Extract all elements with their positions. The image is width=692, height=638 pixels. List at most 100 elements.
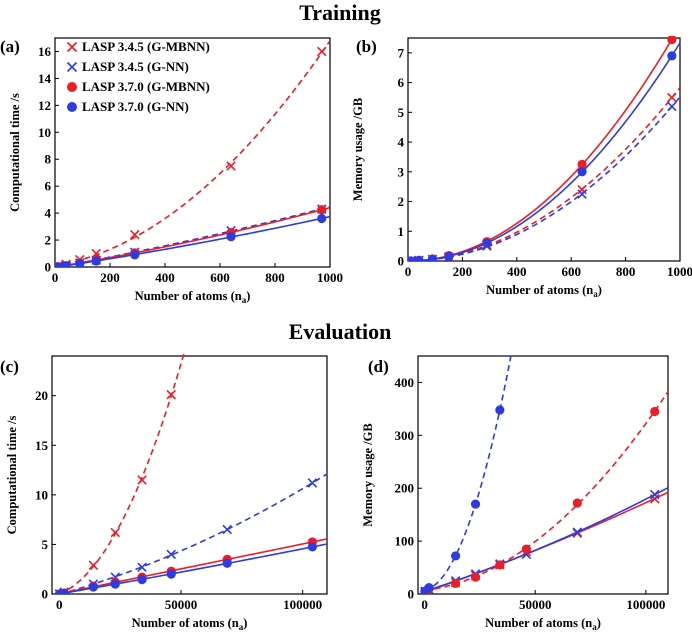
- chart-panel-1: (b) 0 200 400 600 800 1000 0 1 2 3 4 5 6 7 Number of at…: [351, 36, 692, 299]
- y-tick-label: 20: [35, 388, 48, 403]
- data-point: [650, 406, 660, 417]
- y-tick-label: 4: [398, 135, 405, 150]
- evaluation-title: Evaluation: [289, 319, 392, 344]
- x-tick-label: 1000: [667, 264, 692, 279]
- series-line: [55, 215, 331, 267]
- y-tick-label: 400: [395, 375, 415, 390]
- y-tick-label: 5: [42, 537, 49, 552]
- plot-frame: [51, 355, 328, 595]
- plot-area: [420, 354, 669, 594]
- data-point: [667, 51, 677, 61]
- data-point: [222, 524, 232, 535]
- data-point: [137, 575, 147, 585]
- data-point: [166, 569, 176, 579]
- data-point: [130, 250, 140, 260]
- x-axis-label: Number of atoms (na): [486, 283, 602, 299]
- x-tick-label: 200: [453, 264, 473, 279]
- series-line: [59, 543, 328, 594]
- y-tick-label: 300: [395, 428, 415, 443]
- y-tick-label: 14: [38, 71, 52, 86]
- data-point: [427, 254, 438, 261]
- y-tick-label: 12: [38, 98, 51, 113]
- data-point: [451, 578, 461, 589]
- y-tick-label: 10: [38, 125, 51, 140]
- data-point: [307, 542, 317, 552]
- series-line: [424, 486, 669, 592]
- x-tick-label: 400: [507, 264, 527, 279]
- data-point: [91, 256, 101, 266]
- data-point: [572, 527, 583, 537]
- x-tick-label: 1000: [317, 270, 343, 285]
- y-axis-label: Computational time /s: [8, 93, 22, 212]
- data-point: [61, 261, 71, 267]
- legend-marker: [66, 41, 78, 53]
- series-line: [408, 36, 675, 261]
- y-tick-label: 5: [398, 105, 405, 120]
- data-point: [444, 251, 454, 261]
- panel-label: (a): [0, 37, 20, 56]
- y-tick-label: 0: [398, 254, 405, 269]
- data-point: [482, 238, 492, 248]
- y-tick-label: 2: [398, 194, 405, 209]
- data-point: [166, 549, 177, 560]
- legend-marker: [67, 82, 77, 92]
- data-point: [577, 189, 587, 199]
- data-point: [88, 560, 99, 571]
- panel-label: (c): [0, 357, 19, 376]
- data-point: [226, 232, 236, 242]
- x-tick-label: 400: [155, 270, 175, 285]
- data-point: [577, 167, 587, 177]
- data-point: [226, 161, 236, 171]
- series-line: [408, 96, 681, 261]
- series-line: [424, 354, 513, 592]
- x-tick-label: 50000: [165, 597, 198, 612]
- data-point: [222, 558, 232, 568]
- data-point: [521, 544, 532, 554]
- y-tick-label: 2: [45, 233, 52, 248]
- data-point: [110, 579, 120, 589]
- chart-panel-0: (a) 0 200 400 600 800 1000 0 2 4 6 8 10 12 14 16 Number …: [0, 37, 343, 305]
- y-tick-label: 0: [45, 260, 52, 275]
- chart-panel-3: (d) 0 50000 100000 0 100 200 300 400 Number of at…: [361, 354, 669, 632]
- y-tick-label: 8: [45, 152, 52, 167]
- data-point: [495, 405, 505, 415]
- data-point: [667, 36, 677, 45]
- data-point: [470, 572, 481, 582]
- series-line: [408, 42, 681, 261]
- y-tick-label: 7: [398, 45, 405, 60]
- y-tick-label: 100: [395, 534, 415, 549]
- data-point: [424, 583, 434, 593]
- x-tick-label: 100000: [626, 597, 665, 612]
- data-point: [667, 92, 677, 103]
- data-point: [88, 582, 98, 592]
- y-tick-label: 200: [395, 481, 415, 496]
- series-line: [59, 538, 328, 594]
- plot-frame: [54, 37, 331, 268]
- data-point: [166, 389, 177, 400]
- y-tick-label: 15: [35, 438, 49, 453]
- data-point: [470, 499, 481, 509]
- x-tick-label: 0: [56, 597, 63, 612]
- y-tick-label: 6: [398, 75, 405, 90]
- x-tick-label: 800: [616, 264, 636, 279]
- x-tick-label: 0: [52, 270, 59, 285]
- series-line: [55, 40, 331, 267]
- x-tick-label: 200: [100, 270, 120, 285]
- x-axis-label: Number of atoms (na): [485, 616, 601, 632]
- data-point: [577, 159, 587, 169]
- data-point: [59, 588, 69, 594]
- y-axis-label: Memory usage /GB: [361, 423, 375, 526]
- plot-frame: [417, 355, 669, 595]
- x-tick-label: 600: [561, 264, 581, 279]
- series-line: [55, 205, 331, 267]
- data-point: [137, 562, 147, 572]
- data-point: [495, 560, 505, 570]
- data-point: [317, 213, 327, 224]
- legend-marker: [67, 102, 77, 112]
- legend-label: LASP 3.4.5 (G-MBNN): [82, 39, 210, 54]
- data-point: [572, 498, 582, 508]
- y-tick-label: 16: [38, 44, 52, 59]
- x-axis-label: Number of atoms (na): [132, 616, 248, 632]
